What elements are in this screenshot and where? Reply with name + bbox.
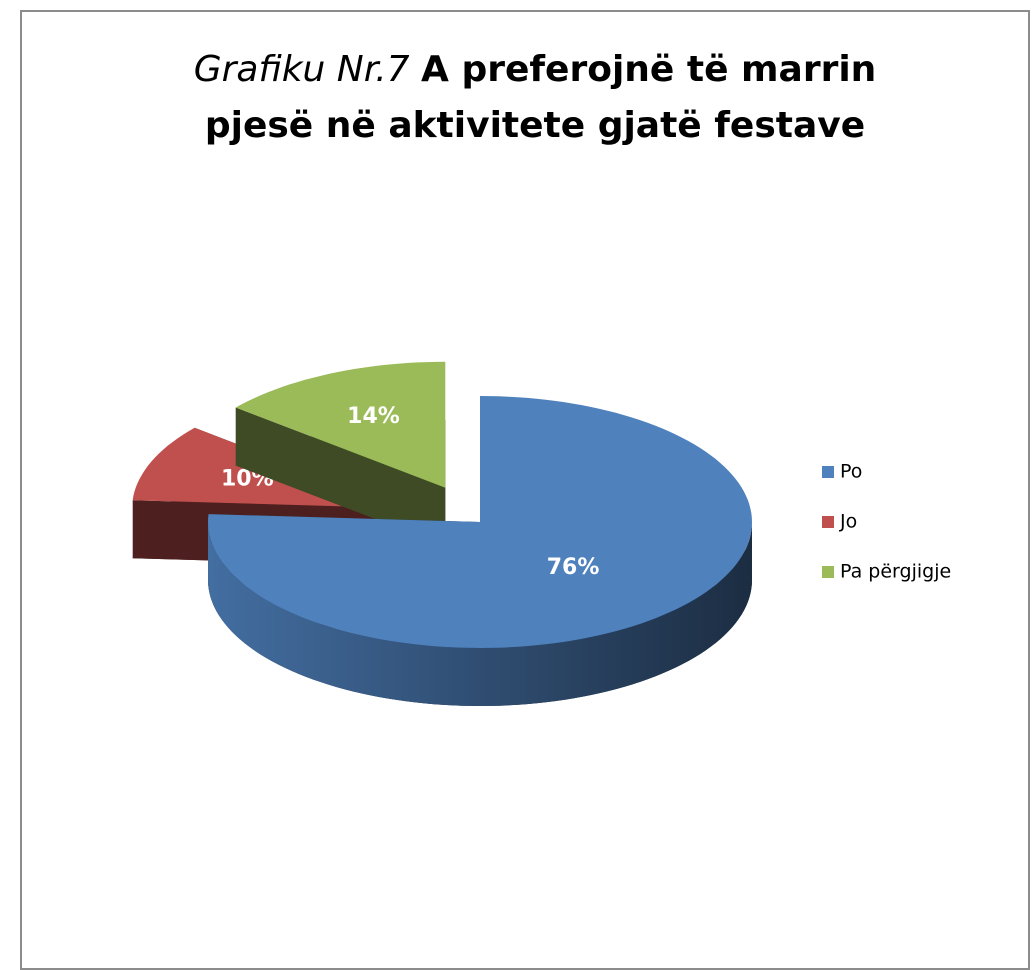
slice [208,396,752,706]
legend-swatch [822,466,834,478]
legend-swatch [822,516,834,528]
legend-label: Po [840,461,862,483]
slice-top [208,396,752,648]
legend-label: Pa përgjigje [840,561,951,583]
slice-wall [235,407,446,546]
legend-label: Jo [839,511,857,533]
title-bold: A preferojnë të marrin pjesë në aktivite… [204,49,877,146]
data-label: 76% [547,555,600,580]
title-italic: Grafiku Nr.7 [193,49,410,90]
legend-swatch [822,566,834,578]
slice-side [208,522,752,706]
chart-title: Grafiku Nr.7 A preferojnë të marrin pjes… [150,42,920,154]
slice-top [235,361,446,488]
data-label: 14% [347,404,400,429]
slice [235,361,446,546]
